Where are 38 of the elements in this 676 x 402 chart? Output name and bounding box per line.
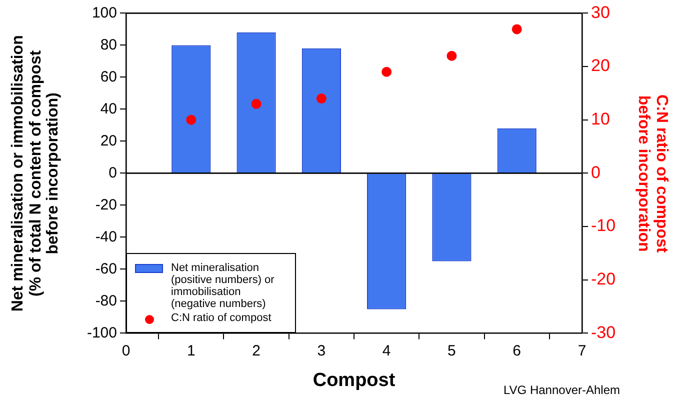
x-tick-label: 3 bbox=[317, 342, 326, 360]
y-tick-label: 80 bbox=[100, 36, 117, 54]
y-tick-label: 20 bbox=[100, 132, 117, 150]
y-tick-label: -60 bbox=[95, 260, 117, 278]
point bbox=[316, 94, 326, 104]
y-tick-label: 100 bbox=[92, 4, 117, 22]
y2-tick-label: 30 bbox=[591, 2, 610, 22]
y-tick-label: -100 bbox=[86, 324, 117, 342]
x-tick-label: 7 bbox=[578, 342, 586, 360]
x-axis-title: Compost bbox=[312, 370, 396, 391]
y-tick-label: 0 bbox=[108, 164, 117, 182]
y-axis-title: Net mineralisation or immobilisation (% of total N content of compost before incorporation) bbox=[10, 34, 62, 314]
x-tick-label: 2 bbox=[252, 342, 260, 360]
y-tick-label: -80 bbox=[95, 292, 117, 310]
x-tick-label: 4 bbox=[382, 342, 391, 360]
legend-label: Net mineralisation (positive numbers) or immobilisation (negative numbers) bbox=[171, 262, 276, 310]
text: LVG Hannover-Ahlem bbox=[504, 383, 620, 397]
y2-axis-title: C:N ratio of compost before incorporation bbox=[634, 93, 670, 254]
x-tick-label: 5 bbox=[448, 342, 456, 360]
legend-label: C:N ratio of compost bbox=[171, 312, 272, 324]
point bbox=[512, 24, 522, 34]
y-tick-label: -20 bbox=[95, 196, 117, 214]
y2-tick-label: 0 bbox=[591, 162, 600, 182]
point bbox=[382, 66, 392, 77]
y2-tick-label: 20 bbox=[591, 56, 610, 76]
point bbox=[186, 114, 196, 125]
y-tick-label: 60 bbox=[100, 68, 117, 86]
y2-tick-label: -10 bbox=[591, 216, 616, 236]
y-tick-label: 40 bbox=[100, 100, 117, 118]
y2-tick-label: 10 bbox=[591, 110, 610, 129]
x-tick-label: 0 bbox=[122, 342, 130, 360]
y2-tick-label: -20 bbox=[591, 270, 616, 289]
point bbox=[251, 98, 262, 109]
y-tick-label: -40 bbox=[95, 228, 117, 246]
x-tick-label: 6 bbox=[512, 342, 522, 360]
x-tick-label: 1 bbox=[186, 342, 196, 360]
y2-tick-label: -30 bbox=[591, 322, 616, 342]
point bbox=[446, 50, 457, 61]
